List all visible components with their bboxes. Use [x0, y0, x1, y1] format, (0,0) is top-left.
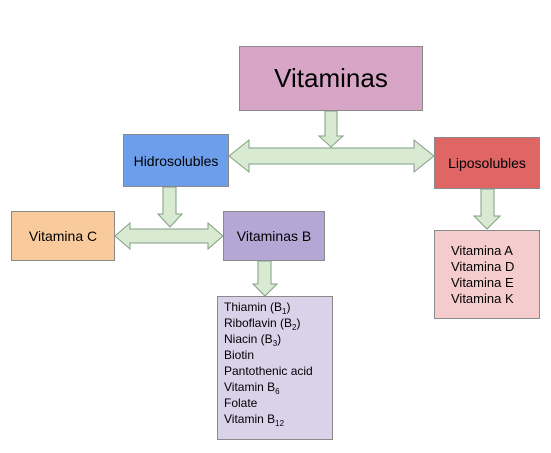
node-hidrosolubles: Hidrosolubles [123, 134, 229, 187]
list-item: Vitamin B6 [224, 380, 280, 396]
node-hidrosolubles-label: Hidrosolubles [133, 152, 219, 169]
list-item: Niacin (B3) [224, 332, 282, 348]
node-vitaminas-b: Vitaminas B [223, 211, 325, 261]
arrow-down-from-hidro [156, 186, 184, 228]
root-node-vitaminas: Vitaminas [239, 46, 423, 111]
list-item: Vitamina K [451, 290, 514, 306]
node-vitamina-c: Vitamina C [11, 211, 115, 261]
node-vitamina-c-label: Vitamina C [28, 228, 98, 244]
list-item: Vitamin B12 [224, 412, 285, 428]
b-vitamin-list: Thiamin (B1) Riboflavin (B2) Niacin (B3)… [217, 296, 333, 440]
fat-soluble-vitamin-list: Vitamina A Vitamina D Vitamina E Vitamin… [434, 230, 540, 319]
node-vitaminas-b-label: Vitaminas B [236, 228, 312, 244]
root-node-label: Vitaminas [274, 63, 388, 93]
arrow-down-from-root [317, 110, 345, 148]
node-liposolubles: Liposolubles [434, 137, 540, 189]
list-item: Vitamina E [451, 274, 514, 290]
list-item: Folate [224, 396, 258, 410]
list-item: Riboflavin (B2) [224, 316, 301, 332]
list-item: Vitamina D [451, 258, 515, 274]
list-item: Vitamina A [451, 242, 513, 258]
list-item: Thiamin (B1) [224, 300, 291, 316]
list-item: Pantothenic acid [224, 364, 313, 378]
arrow-down-from-vitb [251, 260, 279, 297]
double-arrow-c-b [114, 221, 224, 251]
node-liposolubles-label: Liposolubles [448, 155, 526, 171]
arrow-down-from-lipo [472, 188, 502, 230]
list-item: Biotin [224, 348, 255, 362]
